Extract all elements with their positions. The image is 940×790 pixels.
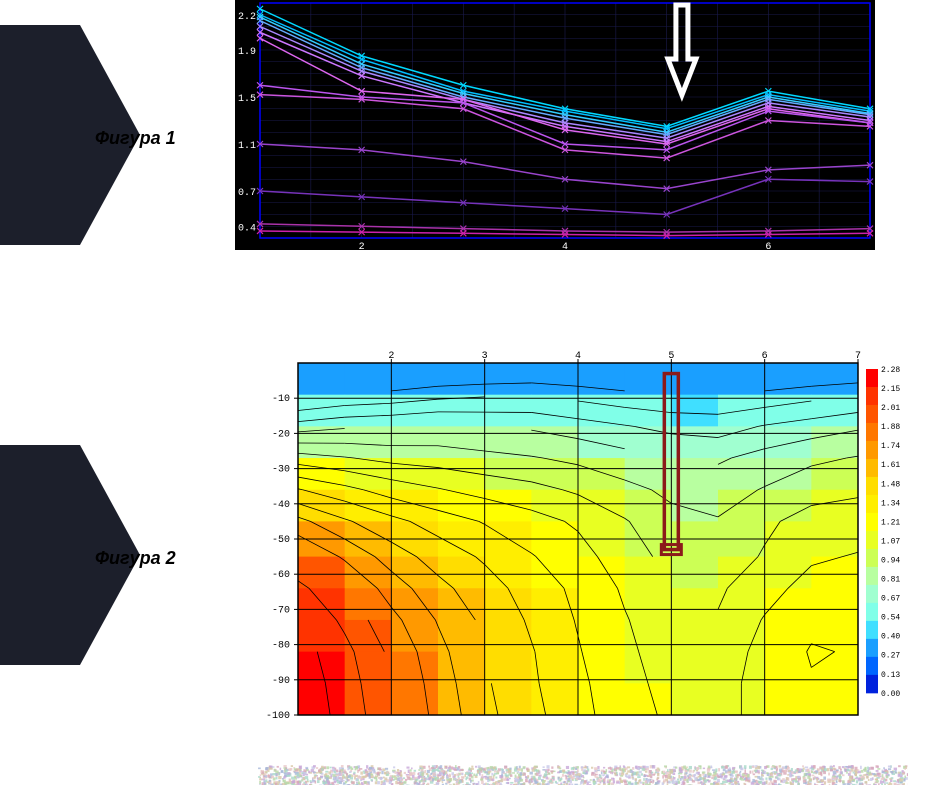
svg-text:1.07: 1.07	[881, 537, 900, 546]
svg-text:0.54: 0.54	[881, 614, 900, 623]
svg-text:-90: -90	[272, 676, 290, 687]
svg-text:-60: -60	[272, 570, 290, 581]
figure1-label: Фигура 1	[95, 128, 176, 149]
svg-text:1.5: 1.5	[238, 94, 256, 105]
svg-text:-70: -70	[272, 605, 290, 616]
svg-text:4: 4	[562, 242, 568, 250]
svg-text:0.81: 0.81	[881, 576, 900, 585]
svg-text:-10: -10	[272, 394, 290, 405]
figure1-chart: 2.2 1.9 1.5 1.1 0.7 0.4 2 4 6	[235, 0, 875, 250]
svg-text:-20: -20	[272, 429, 290, 440]
svg-text:0.7: 0.7	[238, 188, 256, 199]
svg-text:2: 2	[359, 242, 365, 250]
svg-text:2.15: 2.15	[881, 385, 900, 394]
svg-text:0.13: 0.13	[881, 671, 900, 680]
svg-text:-40: -40	[272, 500, 290, 511]
figure2-svg: -10-20-30-40-50-60-70-80-90-1002345672.2…	[258, 345, 908, 725]
svg-text:-100: -100	[266, 711, 290, 722]
svg-text:1.1: 1.1	[238, 141, 256, 152]
svg-text:6: 6	[765, 242, 771, 250]
svg-text:0.67: 0.67	[881, 595, 900, 604]
figure2-label: Фигура 2	[95, 548, 176, 569]
svg-text:0.27: 0.27	[881, 652, 900, 661]
svg-text:1.9: 1.9	[238, 47, 256, 58]
svg-text:1.48: 1.48	[881, 480, 900, 489]
svg-text:-80: -80	[272, 641, 290, 652]
svg-text:1.21: 1.21	[881, 518, 900, 527]
svg-text:1.88: 1.88	[881, 423, 900, 432]
svg-text:0.94: 0.94	[881, 556, 900, 565]
svg-text:0.00: 0.00	[881, 690, 900, 699]
svg-text:0.4: 0.4	[238, 223, 256, 234]
svg-text:-30: -30	[272, 465, 290, 476]
svg-text:1.61: 1.61	[881, 461, 900, 470]
svg-text:1.74: 1.74	[881, 442, 900, 451]
noise-strip	[258, 765, 908, 785]
figure1-svg: 2.2 1.9 1.5 1.1 0.7 0.4 2 4 6	[235, 0, 875, 250]
svg-text:-50: -50	[272, 535, 290, 546]
svg-text:2.2: 2.2	[238, 12, 256, 23]
figure2-chart: -10-20-30-40-50-60-70-80-90-1002345672.2…	[258, 345, 908, 725]
noise-svg	[258, 765, 908, 785]
svg-text:2.28: 2.28	[881, 366, 900, 375]
svg-text:0.40: 0.40	[881, 633, 900, 642]
svg-text:1.34: 1.34	[881, 499, 900, 508]
svg-text:2.01: 2.01	[881, 404, 900, 413]
